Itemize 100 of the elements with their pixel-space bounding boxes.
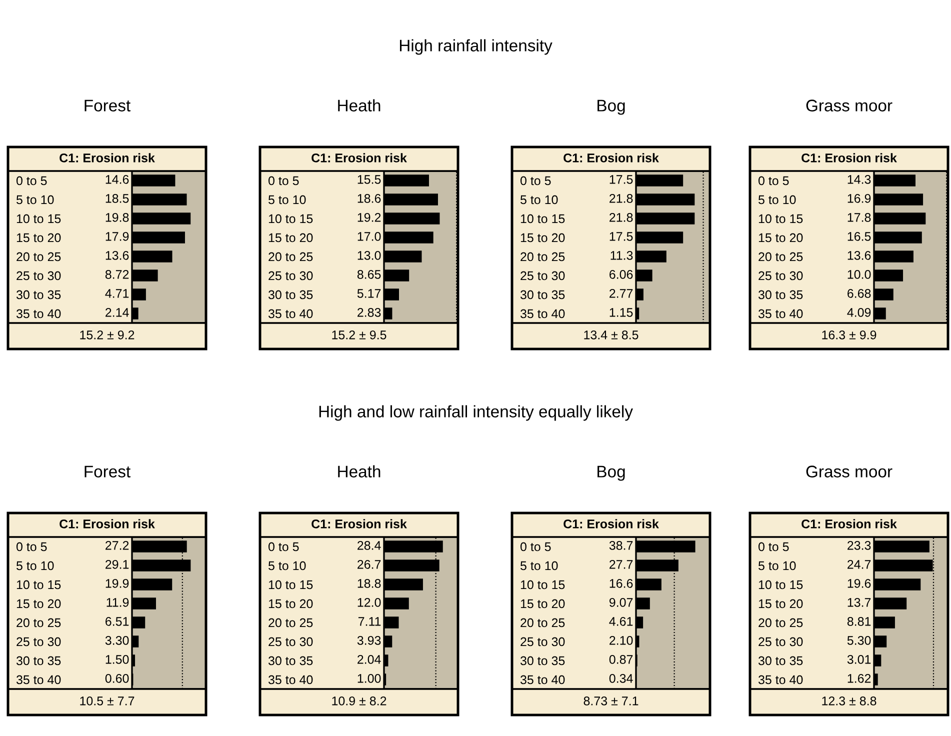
data-label: 0.87 [609,655,633,664]
y-tick-label: 20 to 25 [520,252,565,262]
data-label: 21.8 [610,194,633,203]
data-label: 19.9 [106,579,129,588]
y-tick-label: 30 to 35 [268,656,313,666]
y-tick-label: 30 to 35 [520,656,565,666]
y-tick-label: 35 to 40 [758,309,803,318]
y-tick-label: 30 to 35 [16,290,61,300]
y-tick-label: 35 to 40 [758,675,803,684]
y-tick-label: 20 to 25 [268,618,313,628]
y-tick-label: 35 to 40 [16,309,61,318]
y-tick-label: 10 to 15 [268,580,313,590]
y-tick-label: 15 to 20 [268,599,313,608]
y-tick-label: 5 to 10 [520,561,558,570]
data-label: 4.61 [609,617,633,626]
y-tick-label: 15 to 20 [758,233,803,242]
data-label: 5.30 [847,636,871,645]
data-label: 11.3 [610,251,633,260]
y-tick-label: 25 to 30 [758,637,803,646]
text: 10.9 ± 8.2 [332,696,386,706]
y-tick-label: 0 to 5 [268,176,299,186]
chart-title: Bog [598,466,625,481]
chart-subtitle: C1: Erosion risk [312,153,407,162]
data-label: 0.34 [609,674,633,683]
y-tick-label: 35 to 40 [520,309,565,318]
data-label: 4.09 [847,308,871,317]
data-label: 17.5 [610,232,633,241]
data-label: 1.00 [358,674,381,683]
text: 15.2 ± 9.2 [80,330,134,340]
y-tick-label: 15 to 20 [758,599,803,608]
y-tick-label: 20 to 25 [758,252,803,262]
data-label: 13.0 [358,251,381,260]
text: 10.5 ± 7.7 [80,696,134,706]
y-tick-label: 20 to 25 [16,618,61,628]
y-tick-label: 30 to 35 [520,290,565,300]
chart-title: Heath [338,99,380,112]
data-label: 1.15 [610,308,633,317]
data-label: 8.65 [357,270,381,279]
y-tick-label: 0 to 5 [268,542,299,552]
text: High and low rainfall intensity equally likely [319,405,633,421]
y-tick-label: 10 to 15 [520,214,565,224]
data-label: 3.30 [105,636,129,645]
data-label: 8.72 [105,270,129,279]
text: 12.3 ± 8.8 [822,696,876,706]
y-tick-label: 5 to 10 [758,195,796,204]
y-tick-label: 0 to 5 [16,542,47,552]
y-tick-label: 25 to 30 [16,637,61,646]
y-tick-label: 0 to 5 [16,176,47,186]
y-tick-label: 15 to 20 [16,599,61,608]
y-tick-label: 5 to 10 [16,195,54,204]
y-tick-label: 15 to 20 [16,233,61,242]
chart-title: Forest [84,100,130,112]
data-label: 21.8 [610,213,633,222]
text: 13.4 ± 8.5 [584,330,638,340]
y-tick-label: 10 to 15 [758,580,803,590]
chart-title: Bog [598,100,625,115]
data-label: 1.50 [106,655,129,664]
chart-title: Forest [84,466,130,478]
chart-title: Grass moor [806,100,892,112]
data-label: 19.6 [848,579,871,588]
y-tick-label: 30 to 35 [758,290,803,300]
text: High rainfall intensity [400,39,552,55]
chart-subtitle: C1: Erosion risk [802,519,897,528]
y-tick-label: 5 to 10 [268,561,306,570]
data-label: 3.93 [357,636,381,645]
data-label: 10.0 [848,270,871,279]
data-label: 23.3 [848,541,871,550]
data-label: 27.7 [610,560,633,569]
y-tick-label: 35 to 40 [520,675,565,684]
data-label: 6.51 [106,617,129,626]
data-label: 0.60 [105,674,129,683]
y-tick-label: 15 to 20 [520,233,565,242]
text: 16.3 ± 9.9 [822,330,876,340]
data-label: 29.1 [106,560,129,569]
y-tick-label: 20 to 25 [520,618,565,628]
chart-subtitle: C1: Erosion risk [802,153,897,162]
data-label: 15.5 [358,175,381,184]
chart-subtitle: C1: Erosion risk [564,153,659,162]
data-label: 18.5 [106,194,129,203]
chart-title: Heath [338,465,380,478]
data-label: 8.81 [847,617,871,626]
data-label: 6.06 [610,270,633,279]
chart-subtitle: C1: Erosion risk [60,519,155,528]
data-label: 16.9 [848,194,871,203]
y-tick-label: 10 to 15 [268,214,313,224]
data-label: 2.10 [610,636,633,645]
y-tick-label: 25 to 30 [268,271,313,280]
data-label: 17.5 [610,175,633,184]
data-label: 13.7 [848,598,871,607]
y-tick-label: 10 to 15 [16,580,61,590]
data-label: 19.2 [358,213,381,222]
y-tick-label: 30 to 35 [16,656,61,666]
data-label: 12.0 [358,598,381,607]
y-tick-label: 5 to 10 [16,561,54,570]
data-label: 14.3 [848,175,871,184]
data-label: 5.17 [357,289,381,298]
y-tick-label: 15 to 20 [520,599,565,608]
y-tick-label: 10 to 15 [16,214,61,224]
data-label: 18.6 [358,194,381,203]
y-tick-label: 0 to 5 [758,542,789,552]
